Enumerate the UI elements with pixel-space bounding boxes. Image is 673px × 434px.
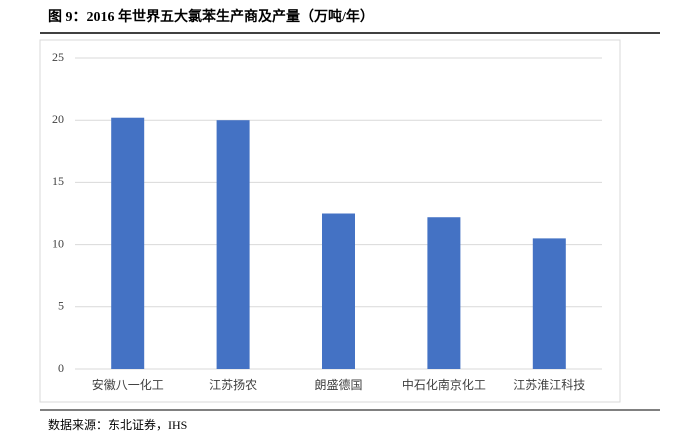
chart-frame xyxy=(39,39,621,403)
y-tick-label: 10 xyxy=(52,236,64,250)
y-tick-label: 25 xyxy=(52,50,64,64)
bar xyxy=(111,117,145,369)
bar xyxy=(216,120,250,369)
y-tick-label: 15 xyxy=(52,174,64,188)
x-tick-label: 江苏淮江科技 xyxy=(513,378,585,392)
y-tick-label: 0 xyxy=(58,361,64,375)
bar xyxy=(427,217,461,369)
bar xyxy=(532,238,566,369)
x-tick-label: 安徽八一化工 xyxy=(92,377,164,392)
y-tick-label: 20 xyxy=(52,112,64,126)
x-tick-label: 江苏扬农 xyxy=(209,377,257,392)
x-tick-label: 中石化南京化工 xyxy=(402,377,486,392)
chart-title: 图 9：2016 年世界五大氯苯生产商及产量（万吨/年） xyxy=(48,8,374,25)
y-tick-label: 5 xyxy=(58,299,64,313)
source-note: 数据来源：东北证券，IHS xyxy=(48,417,187,432)
x-tick-label: 朗盛德国 xyxy=(314,377,362,392)
bar xyxy=(322,213,355,369)
